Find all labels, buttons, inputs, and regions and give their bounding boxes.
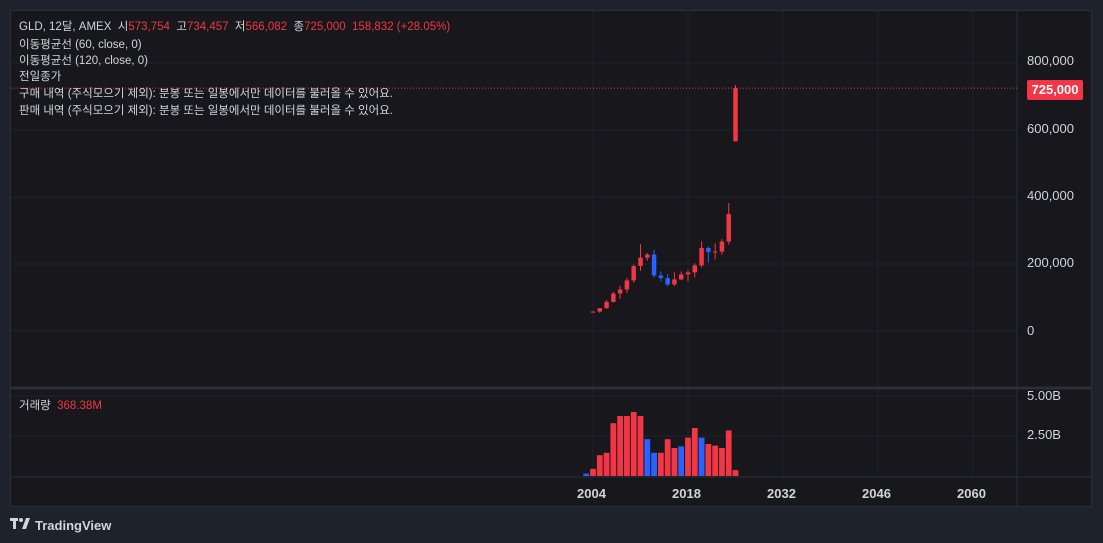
buy-history-legend[interactable]: 구매 내역 (주식모으기 제외): 분봉 또는 일봉에서만 데이터를 불러올 수…	[19, 88, 393, 100]
volume-bar	[610, 423, 617, 476]
volume-bar	[705, 444, 712, 476]
volume-bar	[719, 448, 725, 476]
candle-body	[597, 308, 603, 312]
time-axis-label: 2004	[577, 486, 606, 501]
volume-bar	[644, 439, 651, 476]
volume-bar	[603, 452, 610, 476]
close-value: 725,000	[304, 21, 346, 33]
candle-body	[692, 265, 698, 273]
price-axis-label: 200,000	[1027, 255, 1074, 270]
brand-label: TradingView	[35, 518, 112, 533]
tradingview-brand[interactable]: TradingView	[10, 518, 111, 533]
volume-bar	[630, 412, 637, 476]
symbol-label[interactable]: GLD, 12달, AMEX	[19, 21, 112, 33]
price-axis-label: 800,000	[1027, 53, 1074, 68]
candle-body	[678, 274, 684, 280]
candle-body	[665, 278, 670, 285]
candle-body	[590, 311, 596, 313]
volume-bar	[732, 470, 739, 476]
candle-body	[726, 214, 731, 242]
candle-body	[706, 247, 711, 252]
candle-body	[712, 251, 718, 253]
candle-body	[638, 257, 643, 267]
volume-bar	[664, 439, 671, 476]
tradingview-logo-icon	[10, 518, 30, 533]
candle-body	[604, 301, 609, 309]
candle-body	[645, 254, 650, 258]
ma60-legend[interactable]: 이동평균선 (60, close, 0)	[19, 39, 142, 51]
volume-bar	[651, 452, 657, 476]
prev-close-legend[interactable]: 전일종가	[19, 71, 62, 83]
volume-bar	[698, 437, 705, 476]
change-value: 158,832 (+28.05%)	[352, 21, 451, 33]
chart-frame[interactable]: GLD, 12달, AMEX 시573,754 고734,457 저566,08…	[10, 10, 1092, 507]
candle-body	[658, 275, 664, 279]
candle-body	[719, 241, 725, 252]
volume-bar	[590, 468, 596, 476]
volume-axis-label: 5.00B	[1027, 388, 1061, 403]
candle-body	[624, 280, 630, 290]
volume-bar	[657, 452, 664, 476]
ohlc-legend: GLD, 12달, AMEX 시573,754 고734,457 저566,08…	[19, 20, 450, 34]
last-price-badge: 725,000	[1027, 80, 1083, 100]
volume-bar	[583, 473, 590, 476]
volume-bar	[596, 455, 603, 476]
volume-bar	[678, 446, 685, 476]
price-axis-label: 0	[1027, 323, 1035, 338]
open-value: 573,754	[128, 21, 170, 33]
candle-body	[651, 254, 657, 276]
candle-body	[611, 293, 616, 302]
volume-bar	[671, 448, 678, 476]
volume-label: 거래량	[19, 400, 51, 412]
price-chart[interactable]	[11, 11, 1092, 507]
volume-legend[interactable]: 거래량 368.38M	[19, 399, 102, 413]
sell-history-legend[interactable]: 판매 내역 (주식모으기 제외): 분봉 또는 일봉에서만 데이터를 불러올 수…	[19, 105, 393, 117]
ma120-legend[interactable]: 이동평균선 (120, close, 0)	[19, 55, 148, 67]
volume-bar	[637, 416, 644, 476]
price-axis-label: 400,000	[1027, 188, 1074, 203]
close-label: 종	[293, 21, 305, 33]
open-label: 시	[117, 21, 129, 33]
time-axis-label: 2032	[767, 486, 796, 501]
volume-axis-label: 2.50B	[1027, 427, 1061, 442]
volume-bar	[617, 416, 624, 476]
candle-body	[699, 247, 704, 266]
candle-body	[631, 266, 636, 281]
candle-body	[685, 272, 691, 275]
volume-bars	[583, 412, 739, 476]
time-axis-label: 2018	[672, 486, 701, 501]
low-label: 저	[234, 21, 246, 33]
candle-body	[672, 279, 677, 285]
candle-body	[617, 289, 623, 294]
volume-bar	[691, 428, 698, 476]
candle-body	[733, 88, 738, 142]
grid-lines	[11, 11, 1017, 477]
volume-value: 368.38M	[57, 400, 102, 412]
price-axis-label: 600,000	[1027, 121, 1074, 136]
volume-bar	[725, 430, 732, 476]
time-axis-label: 2046	[862, 486, 891, 501]
time-axis-label: 2060	[957, 486, 986, 501]
high-label: 고	[176, 21, 187, 33]
volume-bar	[624, 416, 630, 476]
low-value: 566,082	[245, 21, 288, 33]
high-value: 734,457	[186, 21, 229, 33]
candles	[590, 84, 738, 313]
volume-bar	[685, 437, 691, 476]
volume-bar	[712, 445, 719, 476]
